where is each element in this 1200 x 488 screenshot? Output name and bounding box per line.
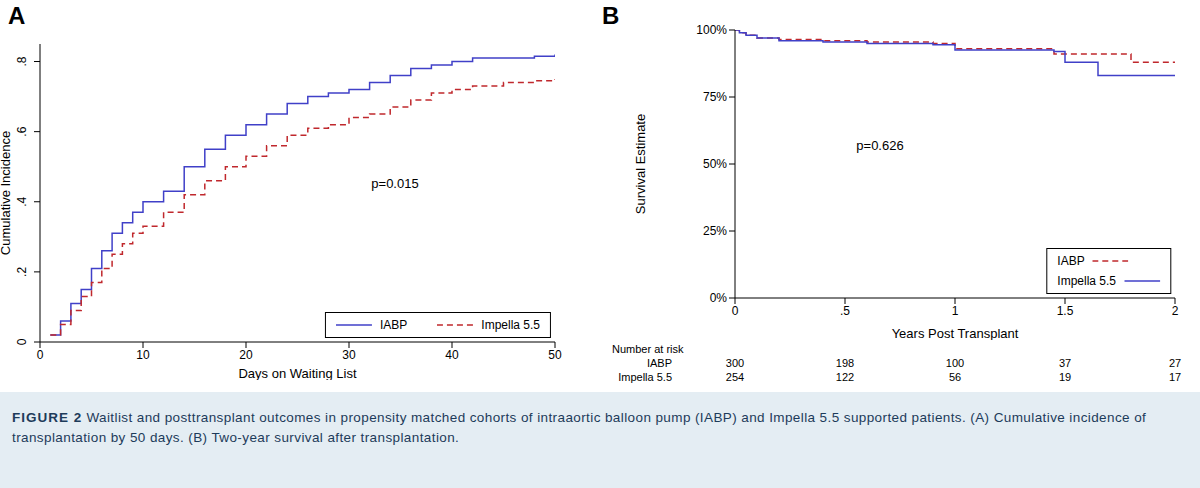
html-text:37: 37 — [1058, 357, 1072, 369]
html-text:B: B — [602, 2, 620, 29]
svg-text:10: 10 — [136, 348, 150, 362]
svg-text:0%: 0% — [710, 291, 728, 305]
html-text:p=0.626: p=0.626 — [856, 137, 904, 153]
svg-text:1.5: 1.5 — [1057, 304, 1074, 318]
html-text:p=0.015: p=0.015 — [371, 175, 419, 191]
html-text:Number at risk: Number at risk — [612, 343, 684, 355]
html-text:IABP: IABP — [379, 318, 408, 332]
html-text:56: 56 — [948, 371, 962, 383]
svg-text:40: 40 — [445, 348, 459, 362]
svg-text:Survival Estimate: Survival Estimate — [633, 114, 648, 214]
html-text:122: 122 — [835, 371, 855, 383]
svg-text:.4: .4 — [15, 196, 29, 206]
html-text:300: 300 — [725, 357, 745, 369]
html-text:17: 17 — [1168, 371, 1182, 383]
svg-text:.8: .8 — [15, 56, 29, 66]
svg-text:0: 0 — [15, 338, 29, 345]
html-text:Impella 5.5: Impella 5.5 — [618, 371, 672, 383]
svg-text:25%: 25% — [703, 224, 727, 238]
svg-text:Years Post Transplant: Years Post Transplant — [892, 326, 1019, 340]
html-text:FIGURE 2 Waitlist and posttran: FIGURE 2 Waitlist and posttransplant out… — [12, 410, 1147, 445]
html-text:198: 198 — [835, 357, 855, 369]
html-text:Impella 5.5: Impella 5.5 — [1057, 274, 1116, 288]
svg-text:20: 20 — [239, 348, 253, 362]
html-text:IABP: IABP — [1057, 254, 1085, 268]
svg-text:2: 2 — [1172, 304, 1179, 318]
html-text:19: 19 — [1058, 371, 1072, 383]
svg-text:Cumulative Incidence: Cumulative Incidence — [8, 131, 13, 255]
svg-text:30: 30 — [342, 348, 356, 362]
svg-text:.2: .2 — [15, 267, 29, 277]
svg-text:Days on Waiting List: Days on Waiting List — [238, 366, 356, 380]
svg-text:100%: 100% — [696, 23, 727, 37]
html-text:A: A — [8, 2, 26, 29]
html-text:100: 100 — [945, 357, 965, 369]
svg-text:75%: 75% — [703, 90, 727, 104]
svg-text:.5: .5 — [840, 304, 850, 318]
html-text:Impella 5.5: Impella 5.5 — [481, 318, 540, 332]
svg-text:1: 1 — [952, 304, 959, 318]
svg-text:.6: .6 — [15, 126, 29, 136]
svg-text:0: 0 — [732, 304, 739, 318]
svg-text:0: 0 — [37, 348, 44, 362]
html-text:254: 254 — [725, 371, 745, 383]
html-text:IABP: IABP — [646, 357, 672, 369]
html-text:27: 27 — [1168, 357, 1182, 369]
svg-text:50: 50 — [548, 348, 562, 362]
svg-text:50%: 50% — [703, 157, 727, 171]
